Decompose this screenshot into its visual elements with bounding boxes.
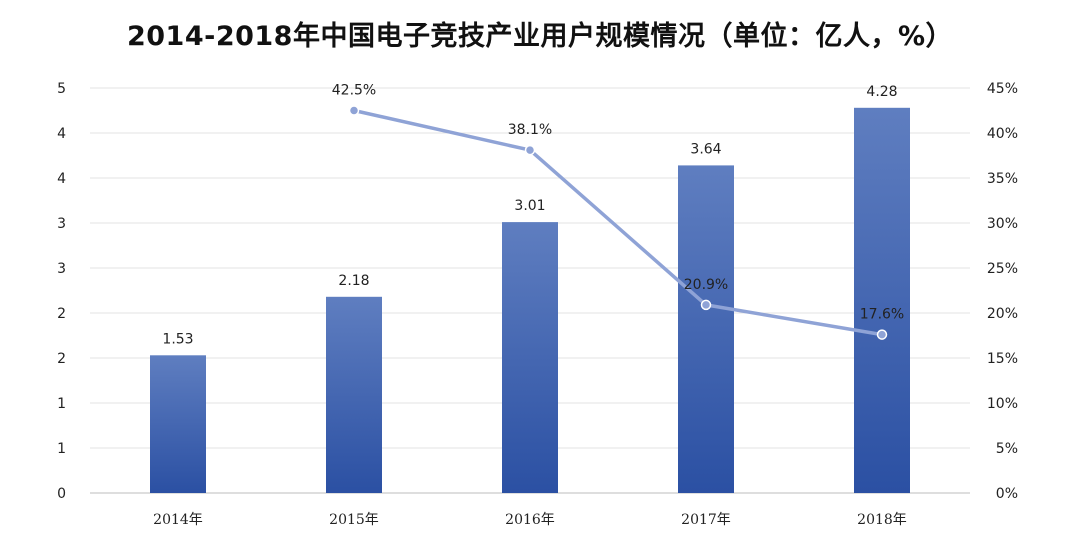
line-point — [700, 299, 712, 311]
bar — [326, 296, 382, 493]
right-axis-tick-label: 30% — [987, 216, 1018, 232]
bar-data-label: 1.53 — [162, 331, 193, 347]
line-data-label: 17.6% — [860, 307, 904, 323]
right-axis-tick-label: 5% — [996, 441, 1018, 457]
left-axis-tick-label: 5 — [57, 81, 66, 97]
line-data-label: 20.9% — [684, 277, 728, 293]
left-axis-tick-label: 2 — [57, 351, 66, 367]
line-point — [876, 329, 888, 340]
bar-series: 1.53 2.18 3.01 3.64 4.28 — [150, 84, 910, 494]
bar — [854, 107, 910, 494]
bar — [150, 355, 206, 493]
right-axis-tick-label: 15% — [987, 351, 1018, 367]
growth-line — [353, 108, 883, 337]
x-axis: 2014年 2015年 2016年 2017年 2018年 — [153, 512, 907, 528]
right-axis-tick-label: 25% — [987, 261, 1018, 277]
left-axis-tick-label: 3 — [57, 216, 66, 232]
left-axis-tick-label: 1 — [57, 396, 66, 412]
right-axis: 0% 5% 10% 15% 20% 25% 30% 35% 40% 45% — [987, 81, 1018, 502]
left-axis-tick-label: 0 — [57, 486, 66, 502]
left-axis-tick-label: 3 — [57, 261, 66, 277]
left-axis-tick-label: 4 — [57, 171, 66, 187]
x-axis-tick-label: 2016年 — [505, 512, 555, 528]
x-axis-tick-label: 2018年 — [857, 512, 907, 528]
bar — [678, 165, 734, 493]
line-data-label: 42.5% — [332, 83, 376, 99]
bar-data-label: 3.01 — [514, 198, 545, 214]
line-point — [348, 105, 360, 116]
left-axis-tick-label: 1 — [57, 441, 66, 457]
right-axis-tick-label: 0% — [996, 486, 1018, 502]
left-axis: 0 1 1 2 2 3 3 4 4 5 — [57, 81, 66, 502]
right-axis-tick-label: 10% — [987, 396, 1018, 412]
right-axis-tick-label: 20% — [987, 306, 1018, 322]
x-axis-tick-label: 2015年 — [329, 512, 379, 528]
bar — [502, 222, 558, 493]
line-data-label: 38.1% — [508, 122, 552, 138]
left-axis-tick-label: 2 — [57, 306, 66, 322]
line-point — [524, 144, 536, 156]
right-axis-tick-label: 45% — [987, 81, 1018, 97]
right-axis-tick-label: 40% — [987, 126, 1018, 142]
chart-title: 2014-2018年中国电子竞技产业用户规模情况（单位：亿人，%） — [126, 21, 954, 52]
right-axis-tick-label: 35% — [987, 171, 1018, 187]
x-axis-tick-label: 2017年 — [681, 512, 731, 528]
bar-data-label: 4.28 — [866, 84, 897, 100]
growth-line-series: 42.5% 38.1% 20.9% 17.6% — [332, 83, 904, 340]
bar-data-label: 3.64 — [690, 141, 721, 157]
bar-data-label: 2.18 — [338, 273, 369, 289]
left-axis-tick-label: 4 — [57, 126, 66, 142]
x-axis-tick-label: 2014年 — [153, 512, 203, 528]
